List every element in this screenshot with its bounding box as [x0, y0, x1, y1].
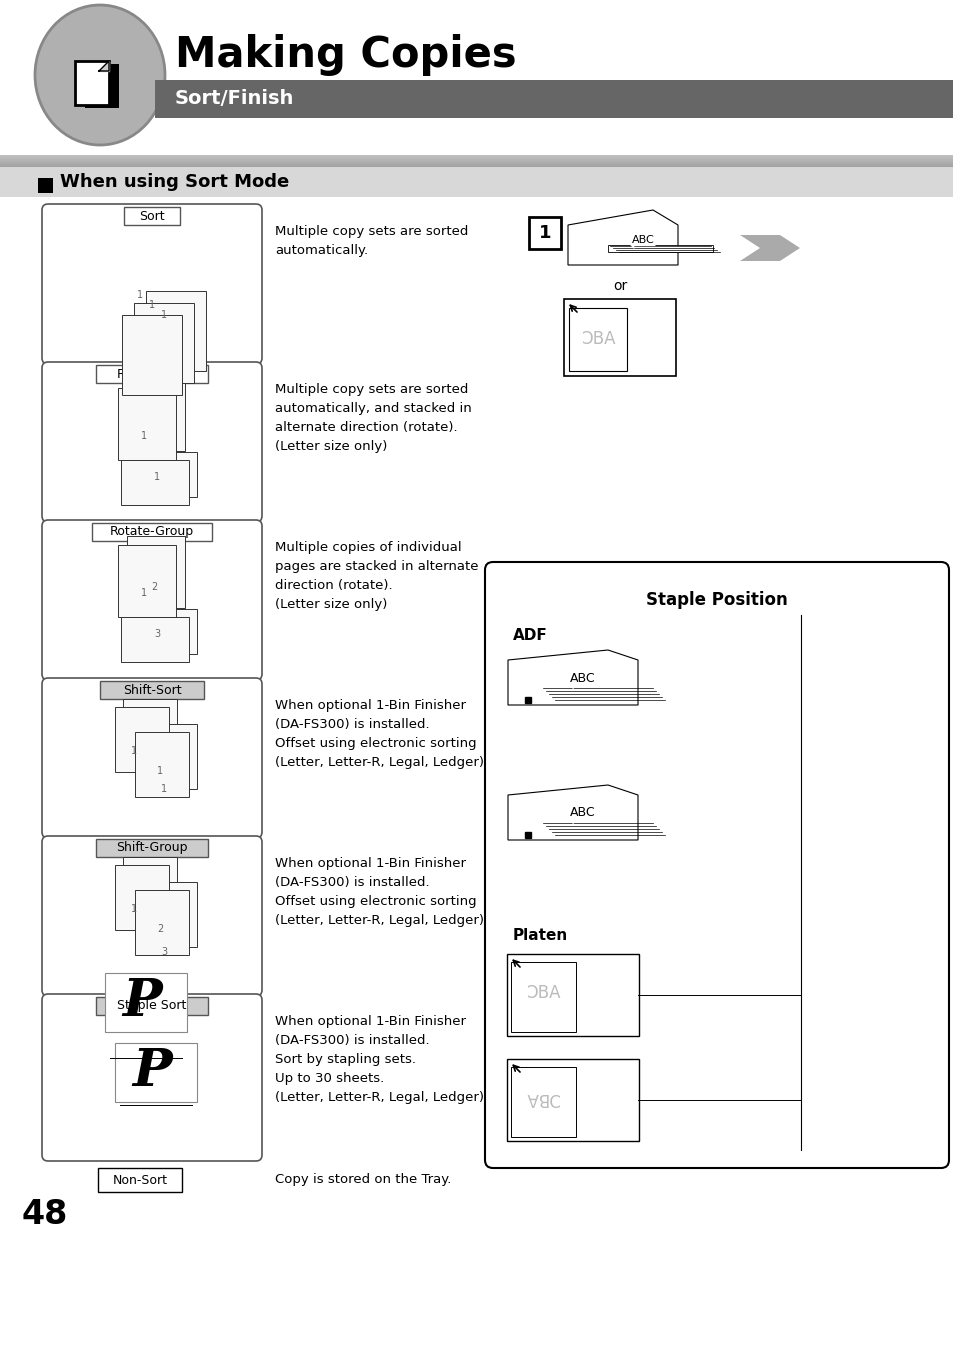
Polygon shape — [118, 388, 175, 459]
Text: Shift-Group: Shift-Group — [116, 842, 188, 854]
Text: ƆBA: ƆBA — [525, 984, 559, 1002]
FancyBboxPatch shape — [568, 308, 626, 372]
Polygon shape — [118, 544, 175, 617]
Text: ADF: ADF — [513, 627, 547, 643]
Text: When optional 1-Bin Finisher
(DA-FS300) is installed.
Offset using electronic so: When optional 1-Bin Finisher (DA-FS300) … — [274, 698, 483, 769]
FancyBboxPatch shape — [484, 562, 948, 1169]
Polygon shape — [123, 857, 177, 921]
Text: ABC: ABC — [570, 671, 596, 685]
Text: When using Sort Mode: When using Sort Mode — [60, 173, 289, 190]
Polygon shape — [99, 61, 109, 72]
Text: Platen: Platen — [513, 928, 568, 943]
FancyBboxPatch shape — [563, 299, 676, 376]
Text: 1: 1 — [141, 588, 147, 598]
Polygon shape — [129, 453, 196, 497]
Text: Staple Position: Staple Position — [645, 590, 787, 609]
Text: Shift-Sort: Shift-Sort — [123, 684, 181, 697]
FancyBboxPatch shape — [115, 1043, 196, 1102]
Text: Multiple copy sets are sorted
automatically.: Multiple copy sets are sorted automatica… — [274, 226, 468, 257]
Polygon shape — [143, 882, 196, 947]
FancyBboxPatch shape — [42, 678, 262, 838]
Polygon shape — [607, 245, 712, 253]
Text: ƆBA: ƆBA — [580, 330, 615, 349]
Text: Rotate-Sort: Rotate-Sort — [116, 367, 188, 381]
FancyBboxPatch shape — [529, 218, 560, 249]
Text: Making Copies: Making Copies — [174, 34, 517, 76]
FancyBboxPatch shape — [124, 207, 180, 226]
Polygon shape — [115, 707, 169, 771]
Text: 1: 1 — [153, 471, 160, 482]
Text: 1: 1 — [131, 904, 137, 915]
Polygon shape — [507, 650, 638, 705]
Text: ABC: ABC — [570, 807, 596, 820]
Text: When optional 1-Bin Finisher
(DA-FS300) is installed.
Sort by stapling sets.
Up : When optional 1-Bin Finisher (DA-FS300) … — [274, 1015, 483, 1104]
FancyBboxPatch shape — [0, 168, 953, 197]
Text: 2: 2 — [156, 924, 163, 934]
Text: 1: 1 — [161, 309, 167, 320]
FancyBboxPatch shape — [511, 962, 576, 1032]
FancyBboxPatch shape — [511, 1067, 576, 1138]
Text: 1: 1 — [161, 784, 167, 794]
Polygon shape — [127, 536, 185, 608]
FancyBboxPatch shape — [38, 178, 53, 193]
FancyBboxPatch shape — [42, 204, 262, 363]
FancyBboxPatch shape — [154, 80, 953, 118]
Text: Multiple copies of individual
pages are stacked in alternate
direction (rotate).: Multiple copies of individual pages are … — [274, 540, 478, 611]
FancyBboxPatch shape — [98, 1169, 182, 1192]
Text: ƆBA: ƆBA — [525, 1089, 559, 1106]
Text: 1: 1 — [538, 224, 551, 242]
Text: 1: 1 — [157, 766, 163, 775]
Text: 1: 1 — [131, 746, 137, 757]
Text: 1: 1 — [141, 431, 147, 440]
Polygon shape — [129, 609, 196, 654]
FancyBboxPatch shape — [506, 954, 639, 1036]
Text: Non-Sort: Non-Sort — [112, 1174, 168, 1186]
Polygon shape — [122, 315, 182, 394]
Polygon shape — [121, 459, 189, 505]
FancyBboxPatch shape — [96, 997, 208, 1015]
Text: 1: 1 — [149, 300, 155, 309]
FancyBboxPatch shape — [42, 362, 262, 521]
Polygon shape — [507, 785, 638, 840]
FancyBboxPatch shape — [105, 973, 187, 1032]
FancyBboxPatch shape — [100, 681, 204, 698]
Ellipse shape — [35, 5, 165, 145]
Polygon shape — [146, 290, 206, 372]
Polygon shape — [135, 732, 189, 797]
Text: 48: 48 — [22, 1198, 68, 1232]
Text: or: or — [612, 280, 626, 293]
Polygon shape — [740, 235, 800, 261]
Polygon shape — [121, 617, 189, 662]
Text: Multiple copy sets are sorted
automatically, and stacked in
alternate direction : Multiple copy sets are sorted automatica… — [274, 382, 471, 453]
Text: Copy is stored on the Tray.: Copy is stored on the Tray. — [274, 1174, 451, 1186]
Polygon shape — [143, 724, 196, 789]
Text: 3: 3 — [153, 630, 160, 639]
Text: 1: 1 — [137, 290, 143, 300]
Text: ABC: ABC — [631, 235, 654, 245]
FancyBboxPatch shape — [85, 63, 119, 108]
Text: When optional 1-Bin Finisher
(DA-FS300) is installed.
Offset using electronic so: When optional 1-Bin Finisher (DA-FS300) … — [274, 857, 483, 927]
FancyBboxPatch shape — [506, 1059, 639, 1142]
FancyBboxPatch shape — [42, 836, 262, 996]
Polygon shape — [133, 303, 193, 382]
FancyBboxPatch shape — [42, 994, 262, 1161]
Text: 3: 3 — [161, 947, 167, 957]
FancyBboxPatch shape — [96, 365, 208, 382]
Text: Sort: Sort — [139, 209, 165, 223]
Polygon shape — [135, 890, 189, 955]
FancyBboxPatch shape — [75, 61, 109, 105]
Text: 2: 2 — [151, 582, 157, 592]
Text: P: P — [132, 1047, 172, 1097]
FancyBboxPatch shape — [96, 839, 208, 857]
Text: Rotate-Group: Rotate-Group — [110, 526, 193, 539]
Polygon shape — [127, 380, 185, 451]
Polygon shape — [567, 209, 678, 265]
FancyBboxPatch shape — [42, 520, 262, 680]
Text: P: P — [122, 977, 162, 1028]
Polygon shape — [115, 865, 169, 929]
Polygon shape — [123, 698, 177, 765]
Text: Staple Sort: Staple Sort — [117, 1000, 187, 1012]
FancyBboxPatch shape — [91, 523, 212, 540]
Text: Sort/Finish: Sort/Finish — [174, 89, 294, 108]
